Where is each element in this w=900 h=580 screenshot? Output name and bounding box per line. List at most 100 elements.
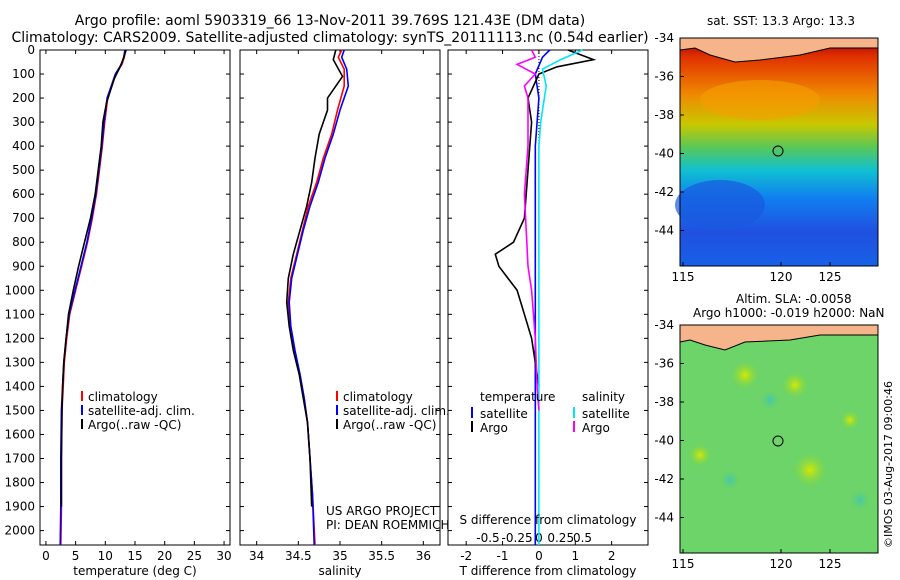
xtick-label: 25 xyxy=(187,549,202,563)
title-line2: Climatology: CARS2009. Satellite-adjuste… xyxy=(11,30,649,46)
legend-label: climatology xyxy=(343,390,413,404)
project-label: US ARGO PROJECT xyxy=(326,504,438,518)
xtick-label: -1 xyxy=(497,549,509,563)
legend-label: Argo(..raw -QC) xyxy=(343,418,436,432)
ytick-label: 900 xyxy=(12,259,35,273)
ytick-label: 600 xyxy=(12,187,35,201)
legend-label: satellite xyxy=(480,407,528,421)
xtick-label: 35 xyxy=(332,549,347,563)
diff-xlabel-top: S difference from climatology xyxy=(459,513,637,527)
map-ytick-label: -34 xyxy=(654,31,674,45)
sla-coastline xyxy=(679,334,878,351)
xtick-label: 15 xyxy=(127,549,142,563)
ytick-label: 200 xyxy=(12,91,35,105)
ytick-label: 500 xyxy=(12,163,35,177)
sst-warm-patch xyxy=(700,80,820,120)
map-ytick-label: -36 xyxy=(654,357,674,371)
xtick-label: -2 xyxy=(460,549,472,563)
sla-map xyxy=(679,324,879,554)
ytick-label: 1900 xyxy=(4,500,35,514)
sla-frame xyxy=(679,324,879,554)
xtick-label: 10 xyxy=(98,549,113,563)
sst-map xyxy=(675,37,879,267)
sst-field xyxy=(680,38,878,266)
s-tick-label: 0.25 xyxy=(547,531,574,545)
ytick-label: 0 xyxy=(27,43,35,57)
panel-frame-temperature xyxy=(39,49,231,546)
xtick-label: 2 xyxy=(608,549,616,563)
sla-argo-marker xyxy=(772,435,784,447)
series-line-climatology xyxy=(60,49,127,546)
ytick-label: 1200 xyxy=(4,331,35,345)
series-line-temperature-satellite xyxy=(534,49,551,545)
series-line-satellite-adj-clim- xyxy=(59,49,126,546)
map-ytick-label: -44 xyxy=(654,511,674,525)
map-ytick-label: -44 xyxy=(654,224,674,238)
series-line-salinity-Argo xyxy=(515,49,540,411)
map-xtick-label: 120 xyxy=(770,557,793,571)
sal-xlabel: salinity xyxy=(318,564,362,578)
ytick-label: 100 xyxy=(12,67,35,81)
map-ytick-label: -40 xyxy=(654,434,674,448)
legend-label: Argo xyxy=(480,421,508,435)
ytick-label: 800 xyxy=(12,235,35,249)
pi-label: PI: DEAN ROEMMICH xyxy=(326,518,450,532)
legend-header: salinity xyxy=(582,390,625,404)
ytick-label: 400 xyxy=(12,139,35,153)
xtick-label: 30 xyxy=(216,549,231,563)
map-xtick-label: 120 xyxy=(770,270,793,284)
map-ytick-label: -34 xyxy=(654,318,674,332)
xtick-label: 20 xyxy=(157,549,172,563)
map-ytick-label: -38 xyxy=(654,108,674,122)
xtick-label: 35.5 xyxy=(368,549,395,563)
ytick-label: 1000 xyxy=(4,283,35,297)
s-tick-label: 0.5 xyxy=(573,531,592,545)
salinity-panel: 34 34.5 35 35.5 36 climatologysatellite-adj. … xyxy=(239,49,450,563)
ytick-label: 700 xyxy=(12,211,35,225)
series-line-satellite-adj-clim- xyxy=(288,49,350,546)
panel-frame-difference xyxy=(447,49,649,546)
title-line1: Argo profile: aoml 5903319_66 13-Nov-201… xyxy=(74,13,586,29)
sla-field xyxy=(680,325,878,553)
temperature-panel: 0 100 200 300 400 500 600 700 800 900 1000 1100 1200… xyxy=(4,43,231,563)
sst-title: sat. SST: 13.3 Argo: 13.3 xyxy=(707,14,856,28)
series-line-Argo-raw-QC- xyxy=(60,49,127,507)
ytick-label: 1400 xyxy=(4,379,35,393)
map-ytick-label: -40 xyxy=(654,147,674,161)
map-xtick-label: 125 xyxy=(819,557,842,571)
xtick-label: 1 xyxy=(571,549,579,563)
legend-label: climatology xyxy=(88,390,158,404)
series-line-Argo-raw-QC- xyxy=(285,49,344,507)
legend-header: temperature xyxy=(480,390,555,404)
ytick-label: 1700 xyxy=(4,451,35,465)
ytick-label: 300 xyxy=(12,115,35,129)
legend-label: satellite xyxy=(582,407,630,421)
s-tick-label: -0.25 xyxy=(502,531,533,545)
legend-label: Argo(..raw -QC) xyxy=(88,418,181,432)
map-ytick-label: -42 xyxy=(654,185,674,199)
ytick-label: 2000 xyxy=(4,524,35,538)
xtick-label: 34.5 xyxy=(285,549,312,563)
sst-cool-patch xyxy=(675,180,765,230)
imos-stamp: ©IMOS 03-Aug-2017 09:00:46 xyxy=(882,381,895,548)
series-line-salinity-satellite xyxy=(538,49,583,545)
sst-argo-marker xyxy=(772,145,784,157)
legend-label: satellite-adj. clim. xyxy=(343,404,450,418)
xtick-label: 36 xyxy=(416,549,431,563)
map-ytick-label: -36 xyxy=(654,70,674,84)
ytick-label: 1500 xyxy=(4,403,35,417)
ytick-label: 1100 xyxy=(4,307,35,321)
xtick-label: 0 xyxy=(535,549,543,563)
ytick-label: 1800 xyxy=(4,476,35,490)
map-ytick-label: -38 xyxy=(654,395,674,409)
panel-frame-salinity xyxy=(239,49,441,546)
sst-land xyxy=(680,38,878,62)
map-xtick-label: 125 xyxy=(819,270,842,284)
sst-coastline xyxy=(679,47,878,63)
sla-title-1: Altim. SLA: -0.0058 xyxy=(736,292,852,306)
diff-xlabel: T difference from climatology xyxy=(459,564,637,578)
sst-frame xyxy=(679,37,879,267)
sla-land xyxy=(680,325,878,350)
map-xtick-label: 115 xyxy=(672,270,695,284)
